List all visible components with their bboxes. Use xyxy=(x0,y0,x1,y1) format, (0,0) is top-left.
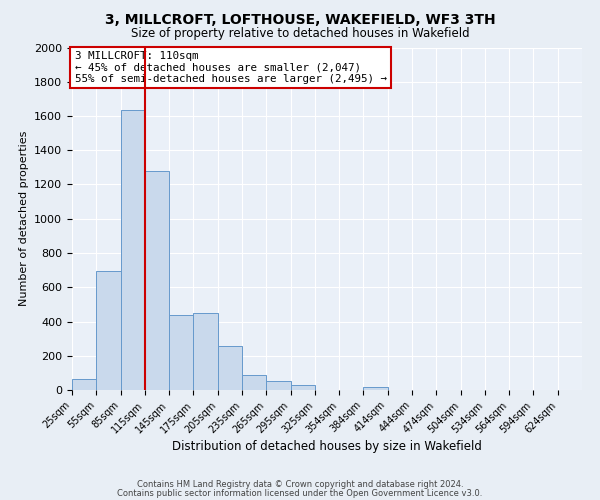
Bar xyxy=(193,313,218,390)
Bar xyxy=(96,271,121,390)
Text: Contains public sector information licensed under the Open Government Licence v3: Contains public sector information licen… xyxy=(118,488,482,498)
Bar xyxy=(218,346,242,390)
Bar xyxy=(364,388,388,390)
Bar xyxy=(290,385,315,390)
Text: Size of property relative to detached houses in Wakefield: Size of property relative to detached ho… xyxy=(131,28,469,40)
Bar xyxy=(145,171,169,390)
Y-axis label: Number of detached properties: Number of detached properties xyxy=(19,131,29,306)
X-axis label: Distribution of detached houses by size in Wakefield: Distribution of detached houses by size … xyxy=(172,440,482,453)
Bar xyxy=(266,382,290,390)
Bar xyxy=(121,110,145,390)
Bar xyxy=(169,314,193,390)
Text: 3, MILLCROFT, LOFTHOUSE, WAKEFIELD, WF3 3TH: 3, MILLCROFT, LOFTHOUSE, WAKEFIELD, WF3 … xyxy=(104,12,496,26)
Text: 3 MILLCROFT: 110sqm
← 45% of detached houses are smaller (2,047)
55% of semi-det: 3 MILLCROFT: 110sqm ← 45% of detached ho… xyxy=(74,51,386,84)
Text: Contains HM Land Registry data © Crown copyright and database right 2024.: Contains HM Land Registry data © Crown c… xyxy=(137,480,463,489)
Bar xyxy=(242,374,266,390)
Bar xyxy=(72,379,96,390)
